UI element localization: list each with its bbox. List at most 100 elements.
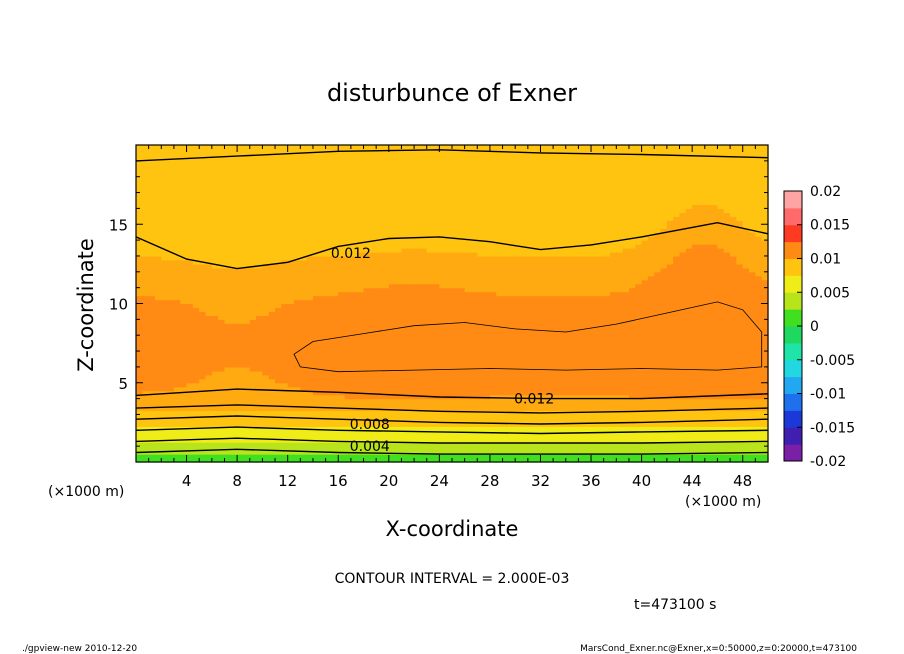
field-cell bbox=[275, 228, 282, 233]
field-cell bbox=[180, 172, 188, 178]
field-cell bbox=[470, 343, 478, 348]
field-cell bbox=[312, 248, 320, 253]
field-cell bbox=[243, 176, 251, 182]
field-cell bbox=[483, 366, 491, 372]
field-cell bbox=[445, 438, 453, 443]
field-cell bbox=[319, 279, 327, 285]
field-cell bbox=[452, 212, 459, 217]
field-cell bbox=[433, 156, 440, 162]
field-cell bbox=[369, 454, 377, 459]
field-cell bbox=[325, 145, 333, 150]
field-cell bbox=[458, 386, 466, 392]
field-cell bbox=[445, 267, 453, 273]
field-cell bbox=[502, 438, 510, 443]
field-cell bbox=[275, 236, 282, 241]
field-cell bbox=[382, 295, 390, 301]
field-cell bbox=[344, 370, 352, 376]
field-cell bbox=[470, 410, 478, 416]
field-cell bbox=[388, 156, 396, 162]
field-cell bbox=[483, 370, 491, 376]
field-cell bbox=[136, 212, 143, 217]
field-cell bbox=[331, 438, 339, 443]
field-cell bbox=[192, 406, 200, 412]
field-cell bbox=[357, 152, 365, 158]
field-cell bbox=[464, 240, 472, 245]
field-cell bbox=[401, 331, 409, 336]
field-cell bbox=[458, 307, 466, 313]
field-cell bbox=[224, 362, 232, 368]
field-cell bbox=[306, 275, 314, 281]
field-cell bbox=[508, 283, 516, 289]
field-cell bbox=[154, 196, 162, 202]
field-cell bbox=[249, 184, 257, 190]
field-cell bbox=[275, 200, 282, 206]
field-cell bbox=[483, 382, 491, 388]
field-cell bbox=[199, 374, 207, 380]
field-cell bbox=[319, 378, 327, 384]
field-cell bbox=[470, 212, 478, 217]
field-cell bbox=[154, 295, 162, 301]
field-cell bbox=[230, 319, 238, 324]
field-cell bbox=[300, 204, 308, 209]
field-cell bbox=[515, 307, 523, 313]
field-cell bbox=[294, 248, 301, 253]
field-cell bbox=[211, 145, 219, 150]
field-cell bbox=[458, 200, 466, 206]
field-cell bbox=[249, 216, 257, 221]
field-cell bbox=[414, 212, 421, 217]
field-cell bbox=[445, 327, 453, 332]
field-cell bbox=[350, 275, 358, 281]
field-cell bbox=[306, 164, 314, 170]
field-cell bbox=[350, 204, 358, 209]
field-cell bbox=[224, 438, 232, 443]
field-cell bbox=[452, 240, 459, 245]
field-cell bbox=[433, 366, 440, 372]
field-cell bbox=[464, 145, 472, 150]
field-cell bbox=[439, 263, 447, 269]
field-cell bbox=[521, 156, 529, 162]
field-cell bbox=[306, 188, 314, 194]
field-cell bbox=[161, 398, 169, 404]
field-cell bbox=[237, 362, 245, 368]
field-cell bbox=[211, 418, 219, 423]
field-cell bbox=[414, 192, 421, 198]
field-cell bbox=[489, 343, 497, 348]
field-cell bbox=[262, 323, 270, 328]
field-cell bbox=[464, 208, 472, 213]
field-cell bbox=[344, 311, 352, 316]
field-cell bbox=[167, 458, 175, 463]
field-cell bbox=[218, 295, 226, 301]
field-cell bbox=[350, 442, 358, 447]
field-cell bbox=[452, 224, 459, 229]
field-cell bbox=[439, 244, 447, 249]
field-cell bbox=[464, 315, 472, 320]
field-cell bbox=[325, 283, 333, 289]
field-cell bbox=[433, 164, 440, 170]
field-cell bbox=[357, 208, 365, 213]
field-cell bbox=[237, 244, 245, 249]
field-cell bbox=[357, 414, 365, 420]
field-cell bbox=[186, 291, 194, 297]
field-cell bbox=[496, 188, 504, 194]
field-cell bbox=[508, 331, 516, 336]
field-cell bbox=[452, 422, 459, 427]
field-cell bbox=[186, 212, 194, 217]
field-cell bbox=[376, 291, 384, 297]
field-cell bbox=[237, 355, 245, 360]
field-cell bbox=[306, 398, 314, 404]
field-cell bbox=[319, 255, 327, 261]
field-cell bbox=[369, 307, 377, 313]
field-cell bbox=[287, 454, 295, 459]
field-cell bbox=[470, 164, 478, 170]
field-cell bbox=[344, 347, 352, 352]
field-cell bbox=[154, 291, 162, 297]
field-cell bbox=[439, 378, 447, 384]
field-cell bbox=[426, 378, 434, 384]
field-cell bbox=[508, 291, 516, 297]
field-cell bbox=[464, 271, 472, 277]
field-cell bbox=[477, 351, 485, 356]
field-cell bbox=[439, 145, 447, 150]
field-cell bbox=[350, 232, 358, 237]
field-cell bbox=[154, 339, 162, 344]
field-cell bbox=[502, 200, 510, 206]
